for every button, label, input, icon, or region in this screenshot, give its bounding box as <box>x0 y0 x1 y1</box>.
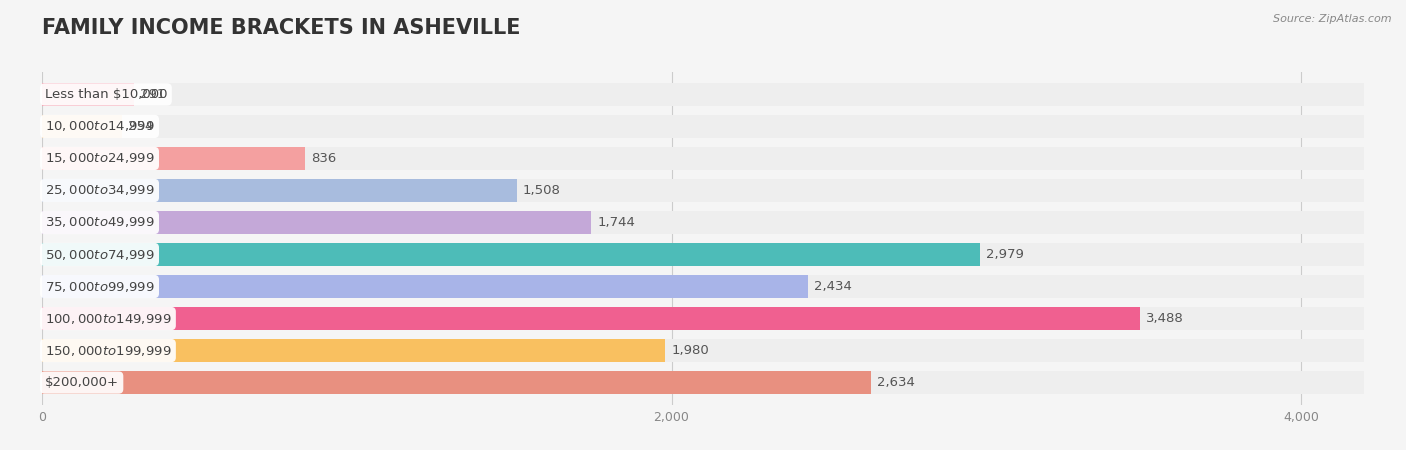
Text: 1,508: 1,508 <box>523 184 561 197</box>
Text: $200,000+: $200,000+ <box>45 376 118 389</box>
Bar <box>42 115 122 138</box>
Text: 2,434: 2,434 <box>814 280 852 293</box>
Text: $10,000 to $14,999: $10,000 to $14,999 <box>45 119 155 134</box>
Text: $150,000 to $199,999: $150,000 to $199,999 <box>45 343 172 358</box>
Text: 2,979: 2,979 <box>986 248 1024 261</box>
Bar <box>42 339 1364 362</box>
Bar <box>42 83 1364 106</box>
Bar <box>42 179 517 202</box>
Text: Less than $10,000: Less than $10,000 <box>45 88 167 101</box>
Bar <box>42 147 305 170</box>
Text: 1,980: 1,980 <box>672 344 709 357</box>
Text: $25,000 to $34,999: $25,000 to $34,999 <box>45 184 155 198</box>
Bar <box>42 307 1364 330</box>
Bar <box>42 371 1364 394</box>
Bar <box>42 211 591 234</box>
Text: $35,000 to $49,999: $35,000 to $49,999 <box>45 216 155 230</box>
Bar <box>42 211 1364 234</box>
Text: 254: 254 <box>128 120 153 133</box>
Text: 1,744: 1,744 <box>598 216 636 229</box>
Bar <box>42 307 1140 330</box>
Bar <box>42 275 1364 298</box>
Text: 291: 291 <box>141 88 166 101</box>
Bar <box>42 83 134 106</box>
Bar <box>42 339 665 362</box>
Text: Source: ZipAtlas.com: Source: ZipAtlas.com <box>1274 14 1392 23</box>
Bar <box>42 243 1364 266</box>
Text: $50,000 to $74,999: $50,000 to $74,999 <box>45 248 155 261</box>
Text: 2,634: 2,634 <box>877 376 915 389</box>
Text: $100,000 to $149,999: $100,000 to $149,999 <box>45 311 172 325</box>
Text: 836: 836 <box>312 152 337 165</box>
Text: $75,000 to $99,999: $75,000 to $99,999 <box>45 279 155 293</box>
Text: FAMILY INCOME BRACKETS IN ASHEVILLE: FAMILY INCOME BRACKETS IN ASHEVILLE <box>42 18 520 38</box>
Text: 3,488: 3,488 <box>1146 312 1184 325</box>
Bar <box>42 115 1364 138</box>
Bar <box>42 147 1364 170</box>
Bar <box>42 243 980 266</box>
Bar <box>42 179 1364 202</box>
Bar <box>42 275 808 298</box>
Text: $15,000 to $24,999: $15,000 to $24,999 <box>45 152 155 166</box>
Bar <box>42 371 872 394</box>
